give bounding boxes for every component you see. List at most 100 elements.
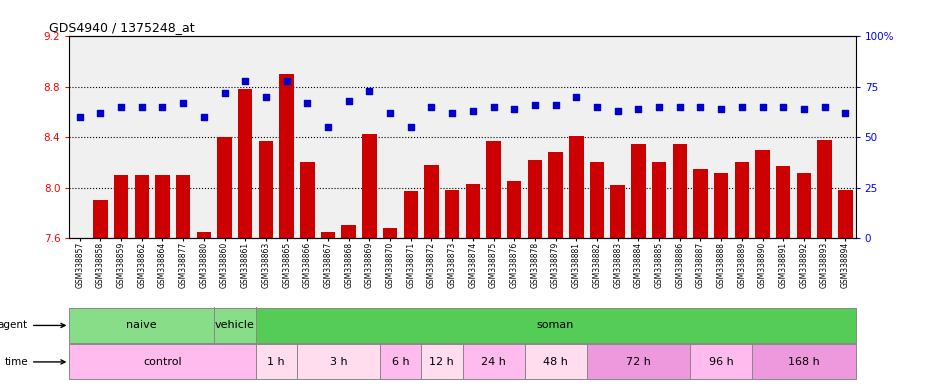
Bar bbox=[569, 136, 584, 238]
Bar bbox=[527, 160, 542, 238]
Bar bbox=[549, 152, 562, 238]
Text: 48 h: 48 h bbox=[543, 357, 568, 367]
Bar bbox=[652, 162, 666, 238]
FancyBboxPatch shape bbox=[690, 344, 752, 379]
Bar bbox=[631, 144, 646, 238]
Bar bbox=[425, 165, 438, 238]
Bar bbox=[756, 150, 770, 238]
Bar bbox=[300, 162, 314, 238]
Point bbox=[155, 104, 170, 110]
Bar bbox=[321, 232, 335, 238]
Point bbox=[403, 124, 418, 130]
Point bbox=[321, 124, 336, 130]
Point bbox=[589, 104, 604, 110]
Bar bbox=[155, 175, 169, 238]
FancyBboxPatch shape bbox=[524, 344, 586, 379]
Point bbox=[734, 104, 749, 110]
Point bbox=[817, 104, 832, 110]
Point bbox=[487, 104, 501, 110]
FancyBboxPatch shape bbox=[462, 344, 524, 379]
Point bbox=[176, 100, 191, 106]
Point bbox=[631, 106, 646, 112]
Point bbox=[300, 100, 314, 106]
Point bbox=[93, 110, 108, 116]
Point bbox=[72, 114, 87, 120]
Point bbox=[258, 94, 274, 100]
Bar bbox=[383, 228, 398, 238]
Text: 96 h: 96 h bbox=[709, 357, 734, 367]
Text: 24 h: 24 h bbox=[481, 357, 506, 367]
Bar bbox=[796, 172, 811, 238]
Bar bbox=[672, 144, 687, 238]
Text: 3 h: 3 h bbox=[329, 357, 347, 367]
Text: 12 h: 12 h bbox=[429, 357, 454, 367]
Bar bbox=[114, 175, 129, 238]
Point bbox=[279, 78, 294, 84]
Text: 6 h: 6 h bbox=[391, 357, 409, 367]
Point bbox=[465, 108, 480, 114]
FancyBboxPatch shape bbox=[255, 308, 856, 343]
Text: vehicle: vehicle bbox=[215, 320, 255, 331]
Point bbox=[755, 104, 770, 110]
Point bbox=[838, 110, 853, 116]
FancyBboxPatch shape bbox=[215, 308, 255, 343]
Point bbox=[507, 106, 522, 112]
FancyBboxPatch shape bbox=[69, 308, 215, 343]
Text: control: control bbox=[143, 357, 182, 367]
Text: 72 h: 72 h bbox=[626, 357, 651, 367]
Point bbox=[196, 114, 211, 120]
Bar bbox=[259, 141, 273, 238]
FancyBboxPatch shape bbox=[421, 344, 462, 379]
Point bbox=[569, 94, 584, 100]
Bar bbox=[776, 166, 791, 238]
Bar bbox=[134, 175, 149, 238]
Bar bbox=[734, 162, 749, 238]
Bar bbox=[487, 141, 500, 238]
Point bbox=[693, 104, 708, 110]
Bar bbox=[93, 200, 107, 238]
Bar bbox=[238, 89, 253, 238]
Point bbox=[527, 102, 542, 108]
Bar bbox=[363, 134, 376, 238]
Point bbox=[796, 106, 811, 112]
Bar bbox=[217, 137, 232, 238]
Text: time: time bbox=[5, 357, 65, 367]
Point bbox=[134, 104, 149, 110]
Point bbox=[714, 106, 729, 112]
Bar bbox=[465, 184, 480, 238]
Point bbox=[217, 90, 232, 96]
Point bbox=[362, 88, 376, 94]
Point bbox=[445, 110, 460, 116]
Bar bbox=[693, 169, 708, 238]
FancyBboxPatch shape bbox=[752, 344, 856, 379]
Bar bbox=[714, 172, 728, 238]
Bar bbox=[341, 225, 356, 238]
Text: 1 h: 1 h bbox=[267, 357, 285, 367]
Point bbox=[651, 104, 666, 110]
Text: GDS4940 / 1375248_at: GDS4940 / 1375248_at bbox=[49, 21, 194, 34]
FancyBboxPatch shape bbox=[297, 344, 380, 379]
Text: agent: agent bbox=[0, 320, 65, 331]
FancyBboxPatch shape bbox=[586, 344, 690, 379]
Point bbox=[114, 104, 129, 110]
Point bbox=[776, 104, 791, 110]
Bar bbox=[507, 181, 522, 238]
Bar bbox=[403, 192, 418, 238]
Point bbox=[341, 98, 356, 104]
Point bbox=[424, 104, 438, 110]
Point bbox=[610, 108, 625, 114]
Point bbox=[383, 110, 398, 116]
Bar bbox=[176, 175, 191, 238]
Bar bbox=[445, 190, 460, 238]
Bar bbox=[590, 162, 604, 238]
Point bbox=[238, 78, 253, 84]
Text: soman: soman bbox=[536, 320, 574, 331]
Text: 168 h: 168 h bbox=[788, 357, 820, 367]
Text: naive: naive bbox=[127, 320, 157, 331]
FancyBboxPatch shape bbox=[69, 344, 255, 379]
Point bbox=[672, 104, 687, 110]
Bar bbox=[838, 190, 853, 238]
Bar bbox=[279, 74, 294, 238]
Bar bbox=[610, 185, 625, 238]
FancyBboxPatch shape bbox=[380, 344, 421, 379]
